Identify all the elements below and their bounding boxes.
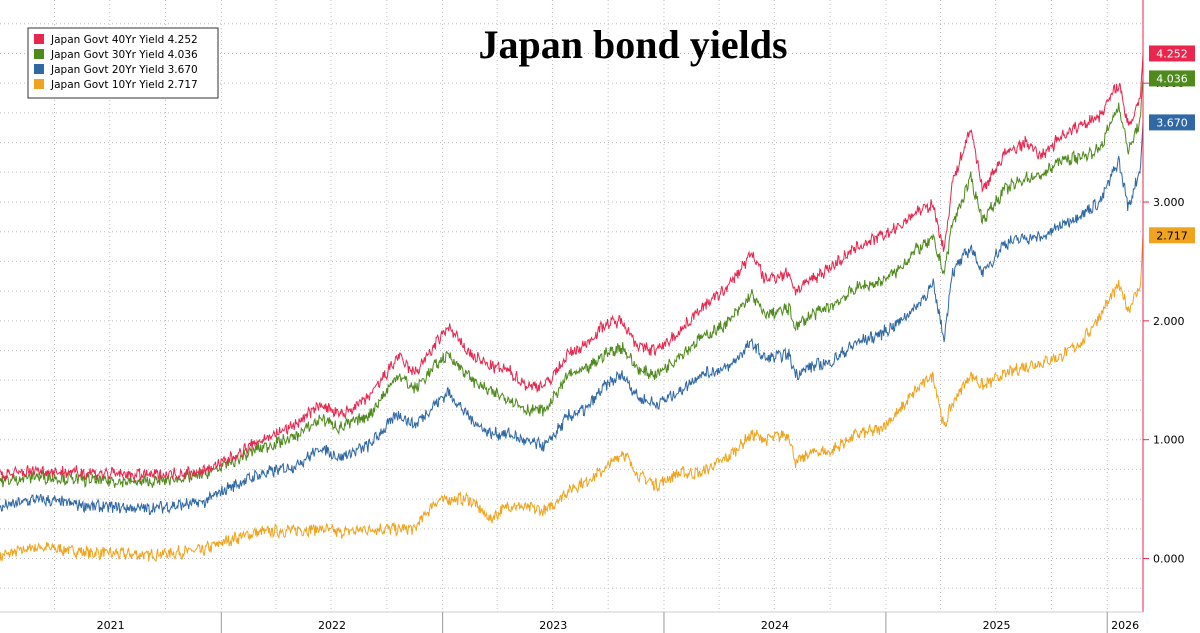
grid-lines — [0, 0, 1143, 612]
x-tick-label: 2026 — [1111, 619, 1139, 632]
series-line-3 — [0, 122, 1144, 516]
last-value-label: 4.252 — [1156, 47, 1188, 60]
last-value-tag — [1149, 114, 1195, 131]
y-tick-label: 0.000 — [1153, 553, 1185, 566]
last-value-tag — [1149, 227, 1195, 244]
x-axis: 2021 2022 2023 2024 2025 2026 — [97, 612, 1139, 633]
series-line-2 — [0, 78, 1144, 488]
x-tick-label: 2023 — [539, 619, 567, 632]
chart-title: Japan bond yields — [478, 22, 787, 67]
y-tick-label: 1.000 — [1153, 434, 1185, 447]
last-value-tag — [1149, 45, 1195, 62]
last-value-tag — [1149, 70, 1195, 87]
x-tick-label: 2024 — [761, 619, 789, 632]
legend-swatch — [34, 64, 44, 74]
legend-box — [27, 27, 219, 99]
series-lines — [0, 53, 1144, 563]
legend-swatch — [34, 49, 44, 59]
legend-swatch — [34, 34, 44, 44]
legend-entry: Japan Govt 40Yr Yield 4.252 — [50, 34, 198, 46]
legend-swatch — [34, 79, 44, 89]
last-value-label: 4.036 — [1156, 72, 1188, 85]
series-line-4 — [0, 235, 1144, 563]
x-tick-label: 2025 — [983, 619, 1011, 632]
legend-entry: Japan Govt 30Yr Yield 4.036 — [50, 49, 198, 61]
y-tick-label: 2.000 — [1153, 315, 1185, 328]
last-value-label: 3.670 — [1156, 116, 1188, 129]
legend-entry: Japan Govt 20Yr Yield 3.670 — [50, 64, 198, 76]
series-line-1 — [0, 53, 1144, 482]
last-value-tags: 4.252 4.036 3.670 2.717 — [1149, 45, 1195, 244]
legend-entry: Japan Govt 10Yr Yield 2.717 — [50, 79, 198, 91]
x-tick-label: 2022 — [318, 619, 346, 632]
x-tick-label: 2021 — [97, 619, 125, 632]
last-value-label: 2.717 — [1156, 229, 1188, 242]
y-tick-label: 3.000 — [1153, 196, 1185, 209]
legend: Japan Govt 40Yr Yield 4.252 Japan Govt 30… — [27, 27, 219, 99]
